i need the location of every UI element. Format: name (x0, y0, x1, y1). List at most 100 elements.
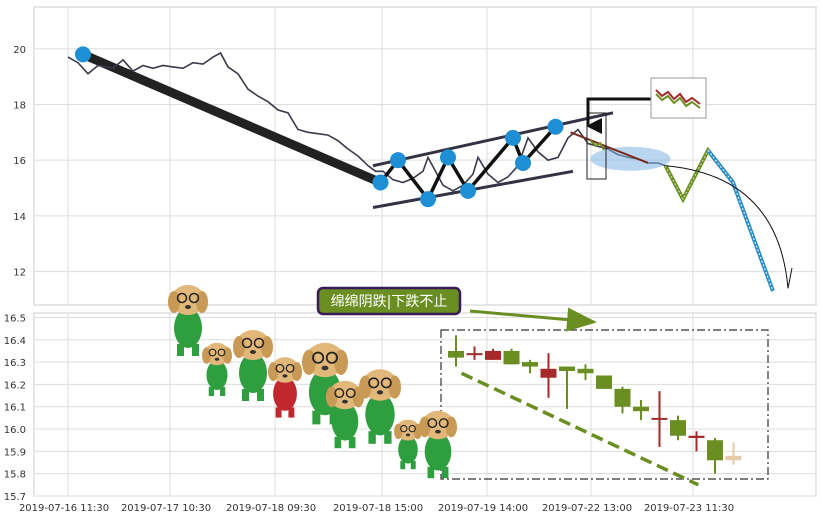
top-y-tick-label: 14 (13, 212, 26, 223)
callout-arrow (469, 307, 597, 332)
candle-body (633, 406, 649, 412)
dog-glasses (285, 363, 295, 373)
top-panel-content (67, 46, 793, 292)
dog-leg (400, 460, 406, 470)
dog-ear (168, 291, 180, 313)
dog-glasses (368, 377, 380, 389)
dog-leg (384, 431, 392, 444)
pivot-point (390, 152, 406, 169)
dog-nose (435, 429, 441, 434)
dog-leg (242, 389, 249, 401)
candle-body (540, 368, 557, 378)
bottom-y-tick-label: 16.0 (4, 425, 26, 436)
bottom-x-tick-label: 2019-07-18 09:30 (226, 503, 316, 514)
local-downtrend-line (570, 131, 649, 164)
downtrend-line (78, 49, 385, 187)
dog-leg (208, 387, 214, 396)
dog-leg (192, 344, 199, 356)
dog-glasses (380, 377, 392, 389)
projection-blue-inner (707, 150, 774, 292)
dog-body (206, 360, 228, 390)
dog-glasses (427, 418, 438, 429)
dog-head (362, 369, 398, 401)
candle-body (670, 420, 686, 436)
dog-glasses (253, 337, 265, 349)
bottom-y-tick-label: 16.1 (4, 403, 26, 414)
bottom-y-tick-label: 16.4 (4, 336, 26, 347)
dog-head (204, 342, 230, 366)
pivot-point (515, 154, 531, 171)
dog-head (171, 285, 205, 315)
dog-ear (394, 423, 403, 440)
channel-upper-line (372, 111, 614, 168)
dog-glasses (438, 418, 449, 429)
candle-body (614, 388, 631, 407)
bottom-y-tick-label: 16.5 (4, 313, 26, 324)
dog-ear (223, 347, 232, 364)
dog-nose (214, 357, 220, 361)
bottom-x-tick-label: 2019-07-22 13:00 (542, 503, 632, 514)
candle-body (725, 455, 742, 461)
highlight-ellipse (590, 146, 671, 171)
dog-ear (233, 336, 245, 358)
dog-ear (388, 375, 401, 399)
dog-body (174, 308, 202, 348)
dog-ear (196, 291, 208, 313)
dog-glasses (408, 424, 416, 433)
dog-leg (177, 344, 184, 356)
dog-body (365, 393, 395, 436)
dog-glasses (275, 363, 285, 373)
pivot-point (75, 46, 91, 63)
pivot-point (372, 174, 389, 191)
dog-nose (321, 365, 329, 371)
dog-leg (368, 431, 376, 444)
bottom-panel-frame (33, 312, 817, 497)
dog-ear (419, 416, 431, 438)
dog-nose (405, 433, 411, 437)
dog-head (236, 330, 270, 360)
dog-glasses (400, 424, 408, 433)
dog-glasses (345, 388, 356, 399)
dog-head (328, 380, 362, 410)
dog-head (396, 419, 420, 441)
dog-leg (288, 407, 295, 418)
bottom-panel-content (440, 329, 769, 487)
mini-candles-glyph (589, 139, 605, 151)
projection-arc (665, 165, 793, 289)
dog-body (273, 376, 297, 411)
bottom-y-tick-label: 15.7 (4, 492, 26, 503)
candle-body (577, 368, 594, 374)
dog-leg (257, 389, 264, 401)
candle-body (466, 353, 483, 356)
dog-mascot (202, 342, 232, 396)
top-panel-frame (33, 6, 817, 306)
focus-box (586, 112, 607, 180)
dog-ear (302, 349, 316, 375)
bottom-y-tick-label: 16.3 (4, 358, 26, 369)
pivot-point (440, 149, 456, 166)
thumbnail-glyph (655, 89, 701, 105)
candle-body (448, 350, 464, 358)
dog-glasses (241, 337, 253, 349)
pivot-point (505, 129, 521, 146)
candle-body (522, 362, 538, 367)
dog-mascot (419, 410, 457, 479)
dog-mascot (233, 330, 273, 401)
candle-body (707, 440, 723, 461)
dog-nose (250, 350, 256, 354)
candle-body (485, 350, 501, 360)
bottom-x-tick-label: 2019-07-17 10:30 (121, 503, 211, 514)
dog-nose (282, 374, 288, 378)
dog-nose (185, 305, 191, 309)
dog-ear (202, 347, 211, 364)
dog-body (398, 435, 418, 464)
dog-glasses (312, 351, 325, 364)
candle-body (688, 435, 705, 438)
dog-body (331, 402, 359, 441)
candle-body (503, 350, 520, 365)
bottom-x-tick-label: 2019-07-16 11:30 (19, 503, 109, 514)
candles-group-box (440, 329, 769, 480)
dog-ear (268, 362, 279, 382)
dog-glasses (208, 348, 217, 357)
dog-glasses (334, 388, 345, 399)
